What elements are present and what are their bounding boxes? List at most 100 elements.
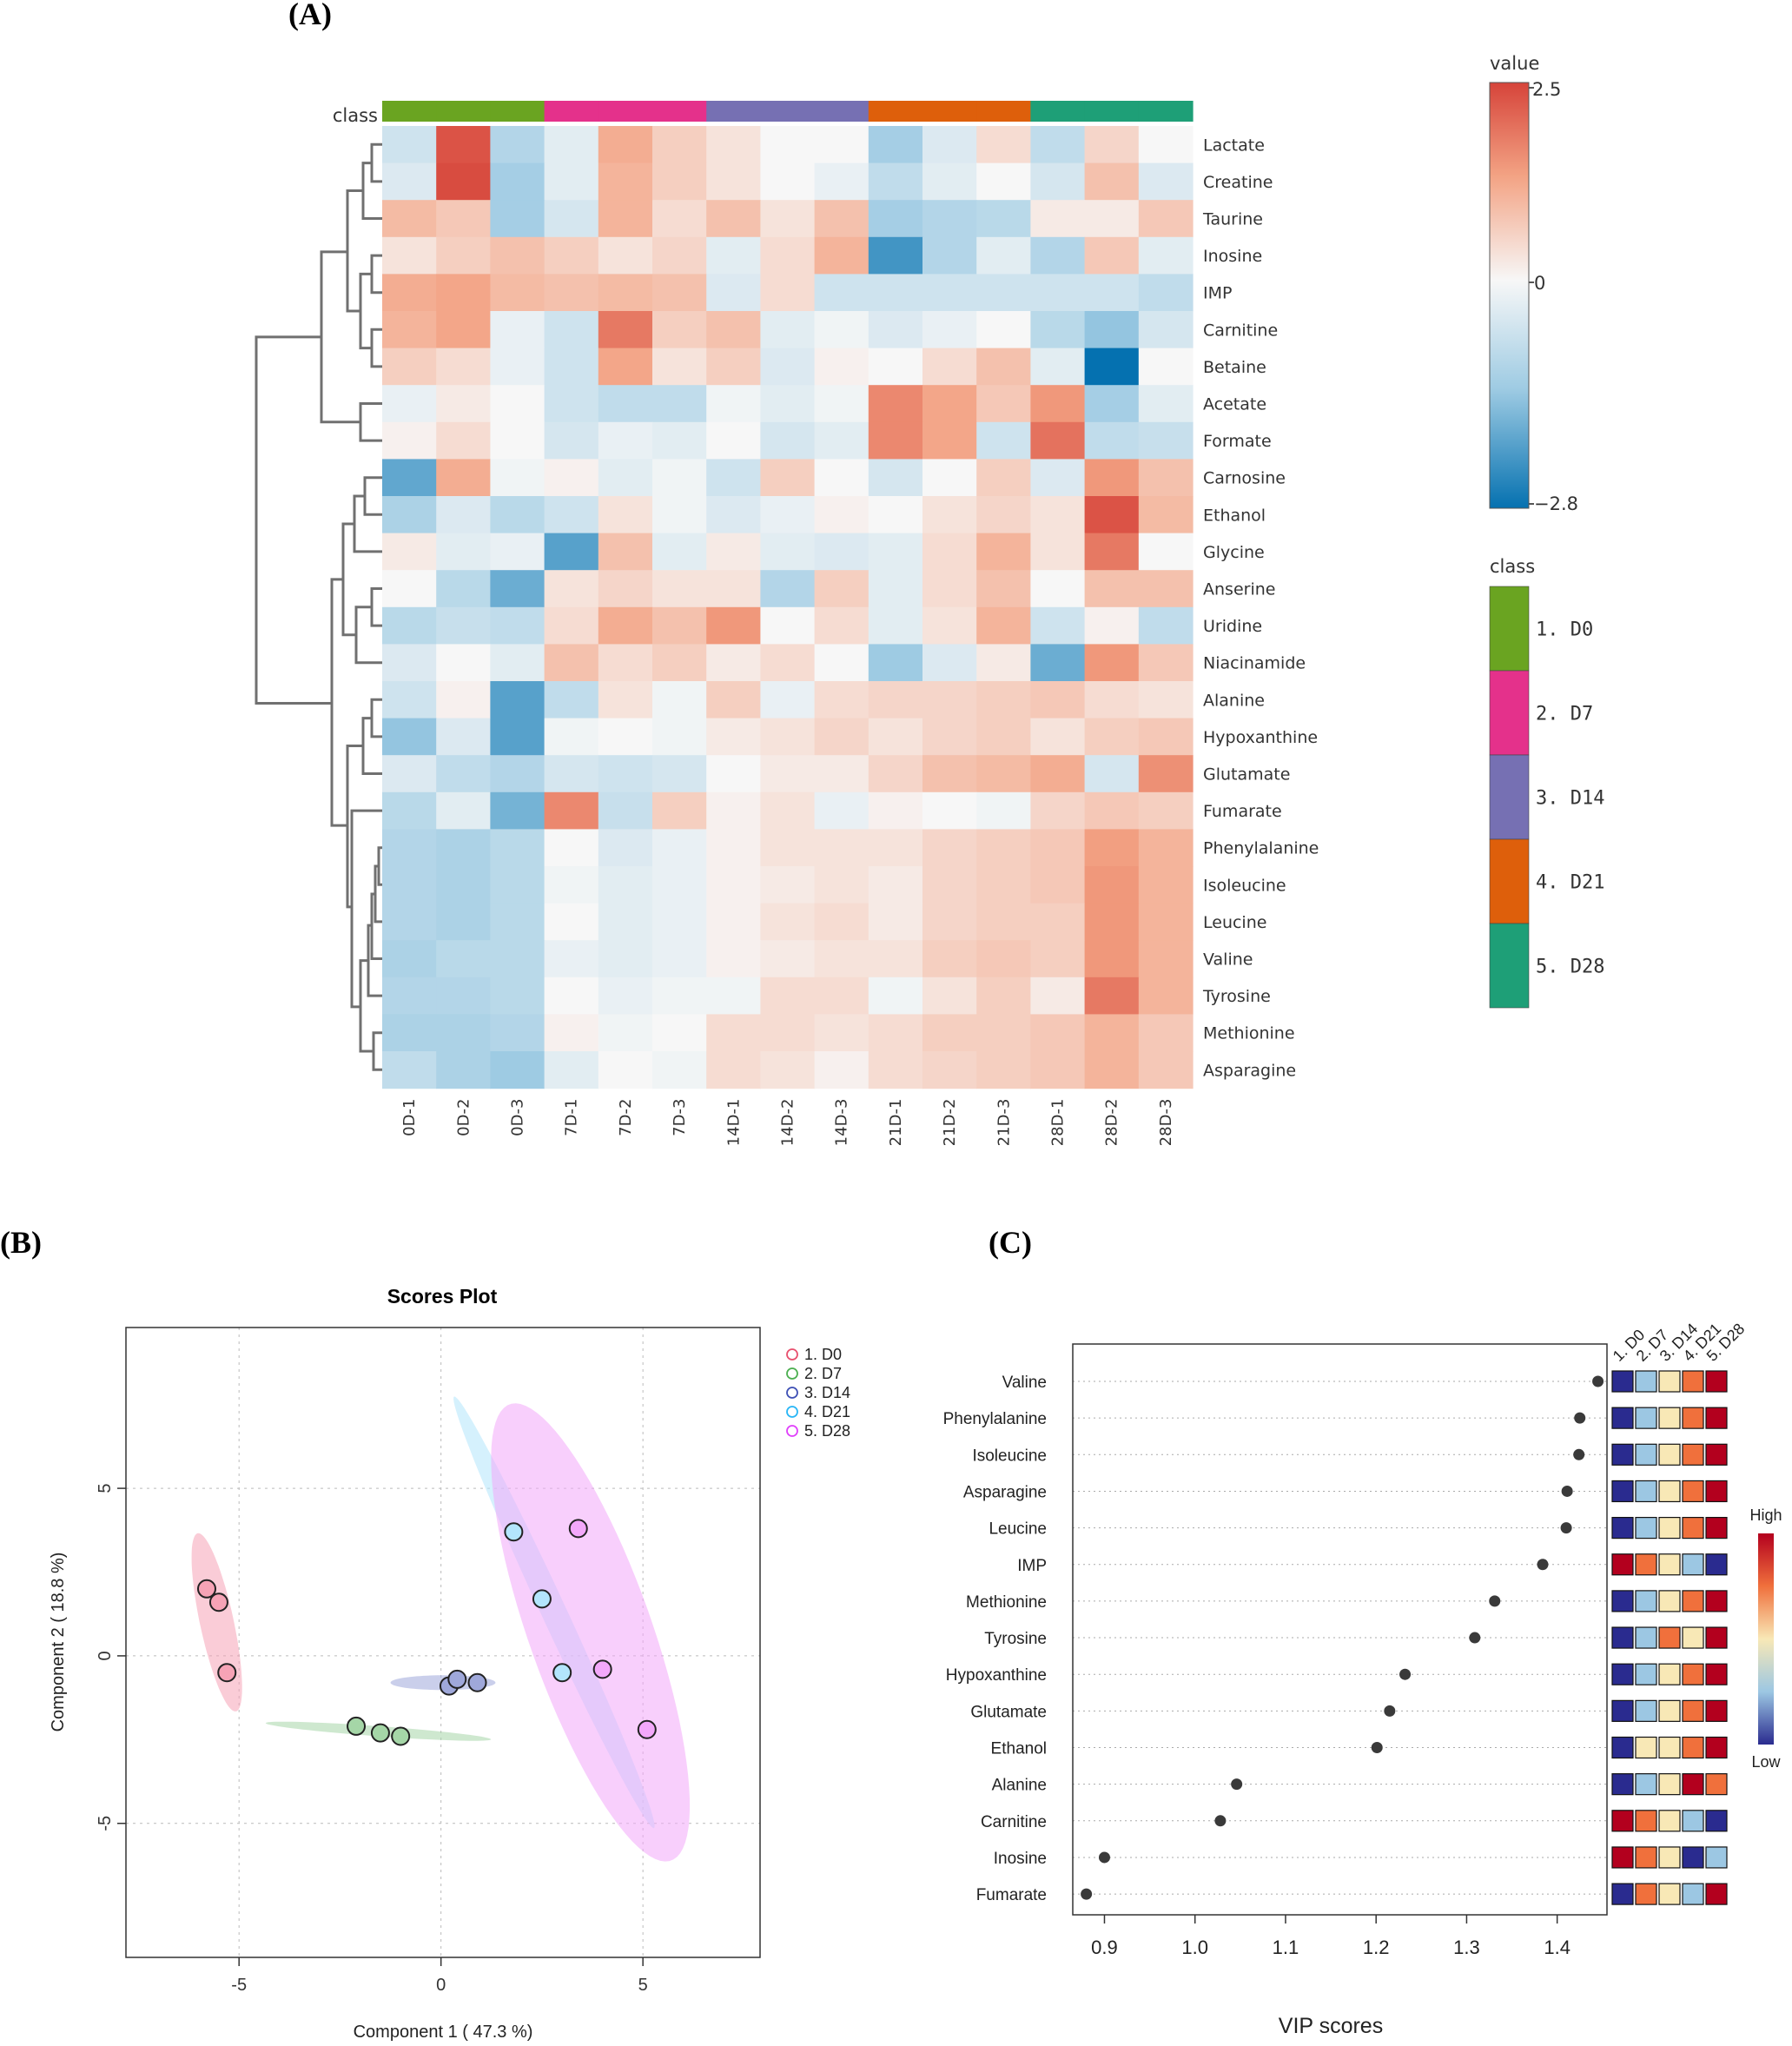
row-label: Betaine bbox=[1203, 358, 1266, 377]
vip-group-box bbox=[1705, 1370, 1728, 1393]
heatmap-cell bbox=[706, 681, 761, 719]
heatmap-cell bbox=[814, 977, 870, 1015]
heatmap-cell bbox=[706, 1014, 761, 1052]
heatmap-cell bbox=[760, 459, 816, 497]
heatmap-cell bbox=[1084, 311, 1140, 349]
heatmap-cell bbox=[814, 718, 870, 756]
heatmap-cell bbox=[544, 606, 599, 645]
vip-feature-label: Isoleucine bbox=[972, 1447, 1047, 1465]
colorbar-max-label: 2.5 bbox=[1532, 79, 1561, 100]
heatmap-cell bbox=[490, 348, 546, 386]
vip-group-box bbox=[1611, 1407, 1634, 1429]
heatmap-cell bbox=[1030, 126, 1086, 164]
vip-group-box bbox=[1635, 1553, 1657, 1576]
heatmap-cell bbox=[652, 829, 707, 867]
legend-label: 4. D21 bbox=[804, 1403, 850, 1420]
heatmap-cell bbox=[1030, 681, 1086, 719]
row-label: Fumarate bbox=[1203, 802, 1282, 821]
scores-axis-ticks: -5 0 5 -5 0 5 bbox=[96, 1484, 648, 1995]
vip-group-box bbox=[1658, 1553, 1681, 1576]
row-label: Niacinamide bbox=[1203, 654, 1306, 673]
dendrogram-branch bbox=[359, 402, 382, 442]
heatmap-cell bbox=[868, 162, 923, 201]
heatmap-cell bbox=[760, 348, 816, 386]
heatmap-cell bbox=[922, 126, 977, 164]
heatmap-cell bbox=[814, 496, 870, 534]
heatmap-cell bbox=[598, 644, 653, 682]
heatmap-cell bbox=[922, 236, 977, 275]
heatmap-cell bbox=[436, 274, 491, 312]
score-point bbox=[370, 1723, 390, 1743]
heatmap-cell bbox=[1138, 162, 1194, 201]
heatmap-cell bbox=[1138, 533, 1194, 571]
vip-point bbox=[1214, 1815, 1227, 1827]
heatmap-cell bbox=[490, 126, 546, 164]
dendrogram-branch bbox=[346, 745, 363, 909]
legend-marker bbox=[786, 1425, 798, 1437]
heatmap-cell bbox=[436, 162, 491, 201]
vip-group-box bbox=[1682, 1846, 1704, 1869]
heatmap-cell bbox=[652, 421, 707, 460]
heatmap-cell bbox=[814, 236, 870, 275]
heatmap-cell bbox=[598, 311, 653, 349]
heatmap-cell bbox=[922, 421, 977, 460]
heatmap-cell bbox=[382, 755, 437, 793]
vip-feature-label: Tyrosine bbox=[984, 1630, 1047, 1648]
column-label: 14D-1 bbox=[724, 1099, 743, 1147]
heatmap-cell bbox=[760, 421, 816, 460]
class-legend-swatch bbox=[1489, 754, 1530, 840]
vip-group-box bbox=[1635, 1590, 1657, 1612]
vip-group-box bbox=[1635, 1516, 1657, 1539]
score-point bbox=[196, 1579, 216, 1599]
row-dendrogram bbox=[255, 142, 382, 1071]
vip-group-box bbox=[1705, 1626, 1728, 1649]
vip-point bbox=[1574, 1412, 1586, 1424]
heatmap-cell bbox=[598, 459, 653, 497]
heatmap-cell bbox=[814, 274, 870, 312]
heatmap-cell bbox=[868, 791, 923, 830]
heatmap-cell bbox=[976, 126, 1031, 164]
heatmap-cell bbox=[922, 977, 977, 1015]
heatmap-cell bbox=[868, 274, 923, 312]
vip-feature-label: Alanine bbox=[992, 1777, 1047, 1795]
vip-group-box bbox=[1611, 1480, 1634, 1503]
heatmap-cell bbox=[436, 385, 491, 423]
vip-group-box bbox=[1611, 1699, 1634, 1722]
heatmap-cell bbox=[652, 606, 707, 645]
heatmap-cell bbox=[1030, 755, 1086, 793]
heatmap-cell bbox=[760, 644, 816, 682]
vip-group-box bbox=[1611, 1443, 1634, 1466]
heatmap-cell bbox=[490, 496, 546, 534]
dendrogram-branch bbox=[370, 587, 382, 627]
vip-group-box bbox=[1682, 1553, 1704, 1576]
heatmap-cell bbox=[976, 755, 1031, 793]
vip-group-box bbox=[1705, 1736, 1728, 1759]
heatmap-cell bbox=[382, 200, 437, 238]
heatmap-cell bbox=[436, 791, 491, 830]
row-label: Ethanol bbox=[1203, 506, 1266, 525]
heatmap-cell bbox=[436, 570, 491, 608]
scores-legend: 1. D0 2. D7 3. D14 4. D21 5. D28 bbox=[786, 1346, 850, 1440]
class-bar-segment bbox=[1030, 101, 1086, 122]
row-label: Carnitine bbox=[1203, 321, 1278, 340]
vip-group-box bbox=[1635, 1626, 1657, 1649]
heatmap-cell bbox=[436, 496, 491, 534]
heatmap-cell bbox=[382, 718, 437, 756]
heatmap-cell bbox=[976, 606, 1031, 645]
heatmap-cell bbox=[1084, 606, 1140, 645]
heatmap-cell bbox=[760, 977, 816, 1015]
legend-marker bbox=[786, 1406, 798, 1418]
heatmap-cell bbox=[490, 274, 546, 312]
heatmap-cell bbox=[1084, 829, 1140, 867]
heatmap-cell bbox=[598, 940, 653, 978]
vip-group-box bbox=[1611, 1846, 1634, 1869]
heatmap-cell bbox=[922, 533, 977, 571]
heatmap-cell bbox=[382, 236, 437, 275]
heatmap-cell bbox=[760, 791, 816, 830]
heatmap-cell bbox=[382, 459, 437, 497]
heatmap-cell bbox=[976, 274, 1031, 312]
heatmap-cell bbox=[544, 977, 599, 1015]
heatmap-cell bbox=[1084, 791, 1140, 830]
vip-group-box bbox=[1682, 1773, 1704, 1796]
